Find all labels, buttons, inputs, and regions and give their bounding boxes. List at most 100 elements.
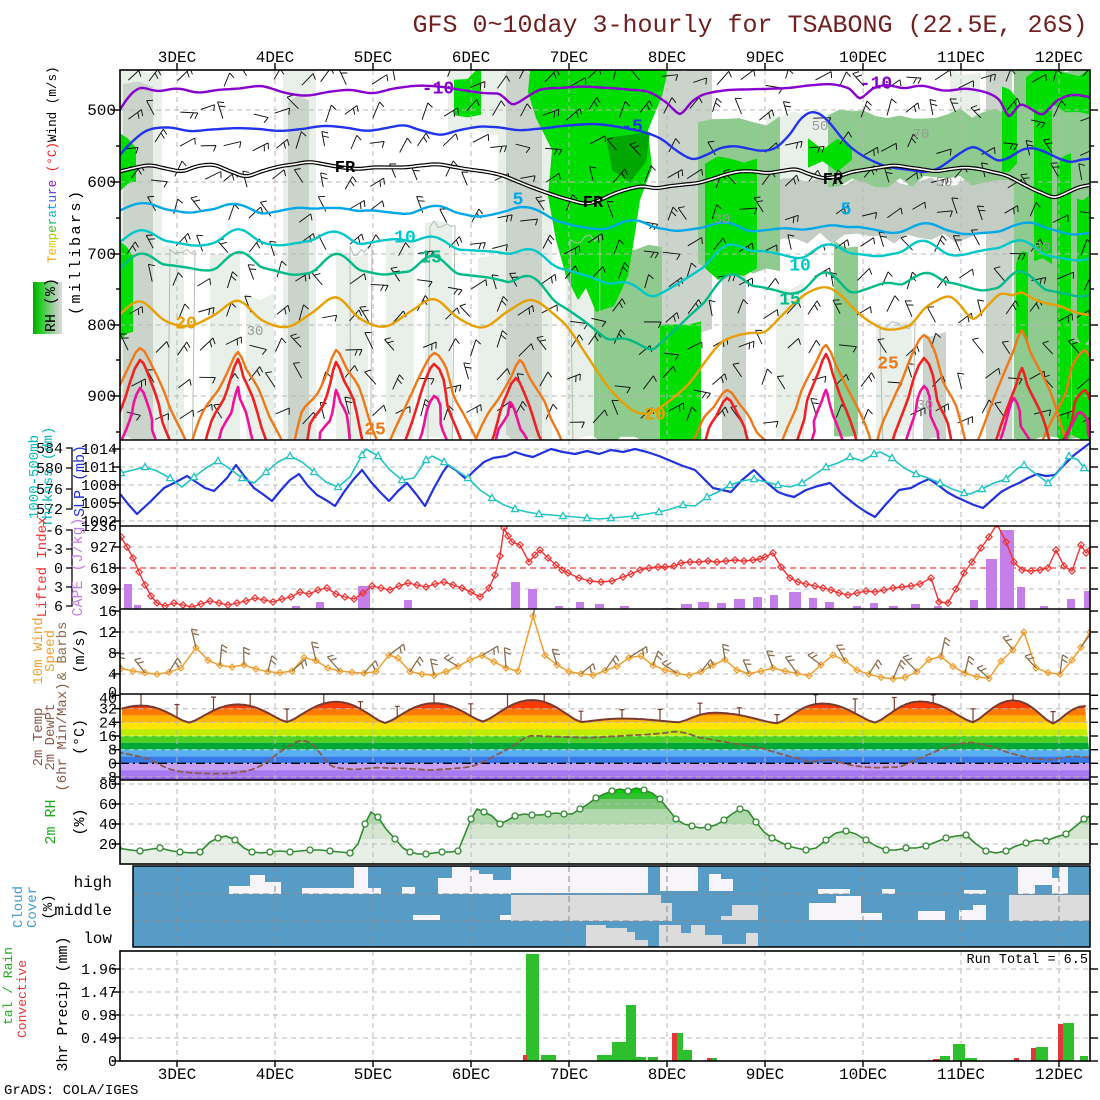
- svg-text:7DEC: 7DEC: [550, 1066, 588, 1084]
- svg-text:FR: FR: [583, 194, 604, 213]
- svg-text:16: 16: [99, 604, 117, 621]
- svg-text:927: 927: [90, 540, 117, 557]
- svg-text:-5: -5: [621, 117, 643, 137]
- svg-text:GrADS: COLA/IGES: GrADS: COLA/IGES: [4, 1083, 138, 1099]
- svg-text:(%): (%): [41, 894, 57, 919]
- svg-text:618: 618: [90, 561, 117, 578]
- svg-text:Speed: Speed: [43, 630, 59, 672]
- svg-text:6: 6: [54, 599, 63, 616]
- svg-text:0: 0: [108, 756, 117, 773]
- svg-text:Lifted Index: Lifted Index: [35, 517, 51, 618]
- svg-text:(6hr Min/Max): (6hr Min/Max): [55, 682, 71, 791]
- svg-text:0.49: 0.49: [81, 1031, 117, 1048]
- svg-text:5: 5: [513, 190, 524, 210]
- svg-text:2m DewPt: 2m DewPt: [43, 703, 59, 770]
- svg-text:20: 20: [175, 314, 197, 334]
- svg-text:3DEC: 3DEC: [158, 49, 196, 67]
- svg-text:30: 30: [247, 324, 264, 340]
- svg-text:50: 50: [1034, 240, 1051, 256]
- svg-text:12: 12: [99, 625, 117, 642]
- svg-text:700: 700: [87, 246, 116, 264]
- svg-text:60: 60: [99, 797, 117, 814]
- svg-text:(m/s): (m/s): [72, 628, 89, 673]
- svg-text:576: 576: [36, 482, 63, 499]
- svg-text:0: 0: [108, 685, 117, 702]
- svg-text:-10: -10: [860, 74, 892, 94]
- svg-text:6DEC: 6DEC: [452, 49, 490, 67]
- svg-text:15: 15: [779, 290, 801, 310]
- svg-text:Run Total = 6.5: Run Total = 6.5: [966, 953, 1088, 968]
- svg-text:25: 25: [877, 354, 899, 374]
- svg-text:middle: middle: [54, 902, 112, 920]
- svg-text:12DEC: 12DEC: [1035, 49, 1083, 67]
- svg-text:FR: FR: [823, 171, 844, 190]
- svg-text:800: 800: [87, 317, 116, 335]
- svg-text:10DEC: 10DEC: [839, 1066, 887, 1084]
- svg-text:10m Wind: 10m Wind: [31, 617, 47, 684]
- svg-text:(%): (%): [72, 808, 89, 835]
- svg-text:tal / Rain: tal / Rain: [1, 947, 16, 1025]
- svg-text:10: 10: [789, 256, 811, 276]
- svg-text:50: 50: [812, 119, 829, 135]
- svg-text:1000-500mb: 1000-500mb: [27, 435, 43, 519]
- svg-text:Cloud: Cloud: [11, 886, 27, 928]
- svg-text:5DEC: 5DEC: [354, 1066, 392, 1084]
- svg-text:10DEC: 10DEC: [839, 49, 887, 67]
- svg-text:12DEC: 12DEC: [1035, 1066, 1083, 1084]
- svg-text:(°C): (°C): [72, 719, 89, 755]
- svg-text:low: low: [83, 930, 112, 948]
- svg-text:Thcknss (dm): Thcknss (dm): [41, 427, 57, 528]
- svg-text:FR: FR: [335, 159, 356, 178]
- svg-text:1011: 1011: [81, 460, 117, 477]
- svg-text:GFS 0~10day 3-hourly for TSABO: GFS 0~10day 3-hourly for TSABONG (22.5E,…: [412, 11, 1087, 40]
- svg-text:3hr Precip (mm): 3hr Precip (mm): [55, 936, 72, 1071]
- svg-text:1.96: 1.96: [81, 962, 117, 979]
- svg-text:30: 30: [917, 398, 934, 414]
- svg-text:16: 16: [99, 729, 117, 746]
- svg-text:Temperature (°C)Wind (m/s): Temperature (°C)Wind (m/s): [46, 66, 60, 263]
- svg-text:(millibars): (millibars): [68, 188, 85, 315]
- svg-text:2m RH: 2m RH: [43, 799, 60, 844]
- svg-text:1008: 1008: [81, 478, 117, 495]
- svg-text:3DEC: 3DEC: [158, 1066, 196, 1084]
- svg-text:1002: 1002: [81, 514, 117, 531]
- svg-text:3: 3: [54, 580, 63, 597]
- svg-text:20: 20: [99, 837, 117, 854]
- svg-text:30: 30: [714, 212, 731, 228]
- svg-text:0: 0: [108, 1054, 117, 1071]
- svg-text:70: 70: [913, 127, 930, 143]
- svg-text:24: 24: [99, 715, 117, 732]
- svg-text:11DEC: 11DEC: [937, 1066, 985, 1084]
- svg-text:8: 8: [108, 743, 117, 760]
- svg-text:11DEC: 11DEC: [937, 49, 985, 67]
- svg-text:4DEC: 4DEC: [256, 49, 294, 67]
- svg-text:7DEC: 7DEC: [550, 49, 588, 67]
- svg-text:5: 5: [841, 200, 852, 220]
- svg-text:15: 15: [420, 248, 442, 268]
- svg-text:2m Temp: 2m Temp: [31, 708, 47, 767]
- svg-text:584: 584: [36, 441, 63, 458]
- svg-text:572: 572: [36, 502, 63, 519]
- svg-text:-3: -3: [45, 542, 63, 559]
- svg-text:4DEC: 4DEC: [256, 1066, 294, 1084]
- svg-text:Convective: Convective: [15, 960, 30, 1038]
- svg-text:SLP (mb): SLP (mb): [72, 445, 89, 517]
- svg-text:32: 32: [99, 702, 117, 719]
- svg-text:900: 900: [87, 388, 116, 406]
- svg-text:580: 580: [36, 461, 63, 478]
- svg-text:600: 600: [87, 174, 116, 192]
- svg-text:high: high: [74, 874, 112, 892]
- svg-text:4: 4: [108, 667, 117, 684]
- svg-text:-8: -8: [99, 770, 117, 787]
- svg-text:0.98: 0.98: [81, 1008, 117, 1025]
- svg-text:0: 0: [54, 561, 63, 578]
- svg-text:-10: -10: [422, 79, 454, 99]
- svg-text:& Barbs: & Barbs: [55, 622, 71, 681]
- svg-text:20: 20: [644, 405, 666, 425]
- svg-text:1236: 1236: [81, 519, 117, 536]
- svg-text:9DEC: 9DEC: [746, 1066, 784, 1084]
- svg-text:9DEC: 9DEC: [746, 49, 784, 67]
- svg-text:6DEC: 6DEC: [452, 1066, 490, 1084]
- svg-text:40: 40: [99, 817, 117, 834]
- svg-text:RH (%): RH (%): [43, 278, 60, 332]
